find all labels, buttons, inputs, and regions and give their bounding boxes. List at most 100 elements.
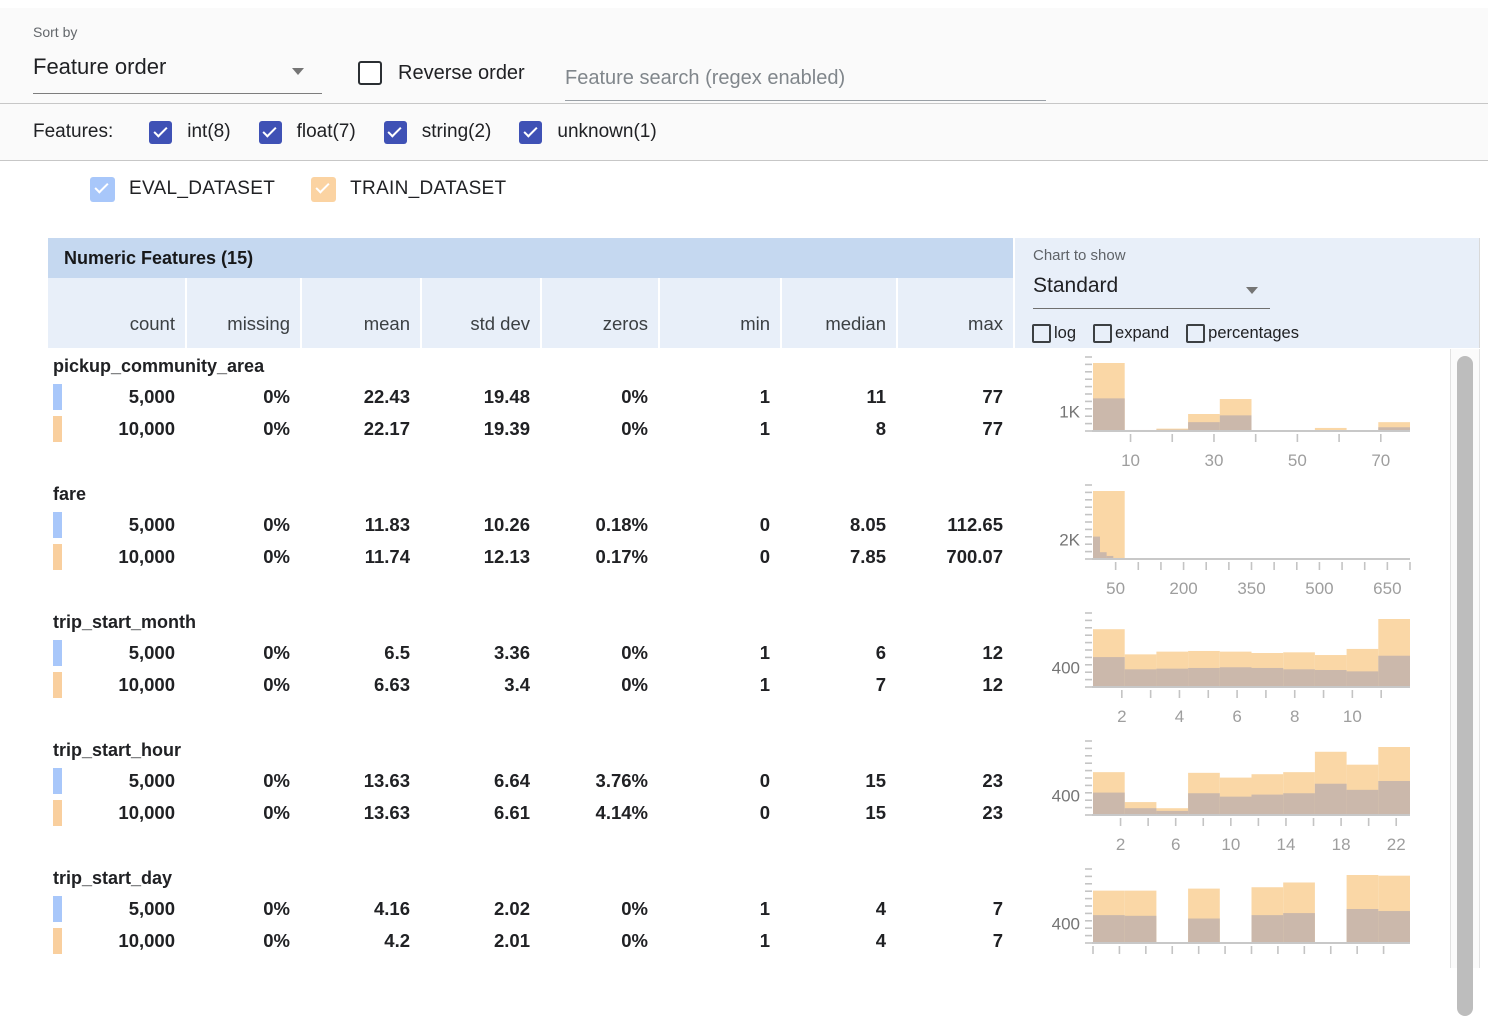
feature-name: fare xyxy=(53,484,86,505)
stat-cell: 0% xyxy=(185,638,300,668)
stat-cell: 77 xyxy=(896,382,1013,412)
stat-cell: 4.16 xyxy=(300,894,420,924)
type-filter-checkbox[interactable] xyxy=(519,121,542,144)
chart-option-label: percentages xyxy=(1208,324,1299,343)
sort-order-select[interactable]: Feature order xyxy=(33,48,322,94)
svg-text:8: 8 xyxy=(1290,707,1299,726)
stat-cell: 5,000 xyxy=(48,638,185,668)
dataset-color-marker xyxy=(53,512,62,538)
feature-name: pickup_community_area xyxy=(53,356,264,377)
stat-cell: 6 xyxy=(780,638,896,668)
type-filter-label: float(7) xyxy=(297,121,356,143)
column-header: std dev xyxy=(420,278,540,348)
svg-text:50: 50 xyxy=(1106,579,1125,598)
feature-name: trip_start_hour xyxy=(53,740,181,761)
stat-cell: 7 xyxy=(896,894,1013,924)
stat-cell: 0% xyxy=(540,670,658,700)
column-header: mean xyxy=(300,278,420,348)
svg-text:6: 6 xyxy=(1232,707,1241,726)
chart-option-checkbox[interactable] xyxy=(1032,324,1051,343)
stat-cell: 4 xyxy=(780,894,896,924)
stat-cell: 0% xyxy=(540,414,658,444)
dataset-color-marker xyxy=(53,928,62,954)
stat-cell: 5,000 xyxy=(48,766,185,796)
sort-by-label: Sort by xyxy=(33,24,77,40)
stat-cell: 0% xyxy=(540,638,658,668)
stat-cell: 1 xyxy=(658,670,780,700)
chart-option-item: percentages xyxy=(1186,324,1299,343)
toolbar: Sort by Feature order Reverse order xyxy=(0,8,1488,104)
stat-cell: 0.18% xyxy=(540,510,658,540)
type-filter-item: string(2) xyxy=(384,121,492,144)
chart-type-select[interactable]: Standard xyxy=(1033,270,1270,309)
dataset-color-marker xyxy=(53,896,62,922)
type-filter-item: float(7) xyxy=(259,121,356,144)
dataset-label: EVAL_DATASET xyxy=(129,178,275,200)
stat-cell: 10,000 xyxy=(48,926,185,956)
chart-option-checkbox[interactable] xyxy=(1093,324,1112,343)
dataset-color-marker xyxy=(53,640,62,666)
svg-text:2: 2 xyxy=(1116,835,1125,854)
svg-text:6: 6 xyxy=(1171,835,1180,854)
type-filter-label: int(8) xyxy=(187,121,230,143)
stat-cell: 5,000 xyxy=(48,382,185,412)
dataset-filter-item: TRAIN_DATASET xyxy=(311,177,506,202)
stat-cell: 0% xyxy=(185,926,300,956)
stat-cell: 6.61 xyxy=(420,798,540,828)
stat-cell: 12.13 xyxy=(420,542,540,572)
svg-text:10: 10 xyxy=(1121,451,1140,470)
stat-cell: 0% xyxy=(185,670,300,700)
svg-text:18: 18 xyxy=(1332,835,1351,854)
type-filter-checkbox[interactable] xyxy=(149,121,172,144)
table-title-text: Numeric Features (15) xyxy=(64,248,253,269)
svg-text:200: 200 xyxy=(1169,579,1197,598)
scrollbar[interactable] xyxy=(1450,349,1480,968)
stat-cell: 0% xyxy=(185,414,300,444)
svg-text:10: 10 xyxy=(1343,707,1362,726)
stat-cell: 19.48 xyxy=(420,382,540,412)
svg-text:50: 50 xyxy=(1288,451,1307,470)
stat-cell: 10.26 xyxy=(420,510,540,540)
dataset-checkbox[interactable] xyxy=(90,177,115,202)
stat-cell: 23 xyxy=(896,766,1013,796)
scrollbar-thumb[interactable] xyxy=(1457,356,1473,1016)
svg-text:4: 4 xyxy=(1175,707,1184,726)
type-filter-item: unknown(1) xyxy=(519,121,656,144)
stat-cell: 2.02 xyxy=(420,894,540,924)
stat-cell: 11.74 xyxy=(300,542,420,572)
feature-search-input[interactable] xyxy=(565,56,1046,101)
stat-cell: 10,000 xyxy=(48,542,185,572)
stat-cell: 1 xyxy=(658,414,780,444)
stat-cell: 7 xyxy=(780,670,896,700)
chart-option-checkbox[interactable] xyxy=(1186,324,1205,343)
stat-cell: 0% xyxy=(185,510,300,540)
stat-cell: 10,000 xyxy=(48,414,185,444)
stat-cell: 2.01 xyxy=(420,926,540,956)
column-header: count xyxy=(48,278,185,348)
reverse-order-checkbox[interactable] xyxy=(358,61,382,85)
type-filter-checkbox[interactable] xyxy=(259,121,282,144)
type-filter-checkbox[interactable] xyxy=(384,121,407,144)
stat-cell: 0% xyxy=(185,894,300,924)
dataset-checkbox[interactable] xyxy=(311,177,336,202)
svg-text:70: 70 xyxy=(1371,451,1390,470)
stat-cell: 7.85 xyxy=(780,542,896,572)
stat-cell: 1 xyxy=(658,638,780,668)
column-header: missing xyxy=(185,278,300,348)
stat-cell: 22.17 xyxy=(300,414,420,444)
